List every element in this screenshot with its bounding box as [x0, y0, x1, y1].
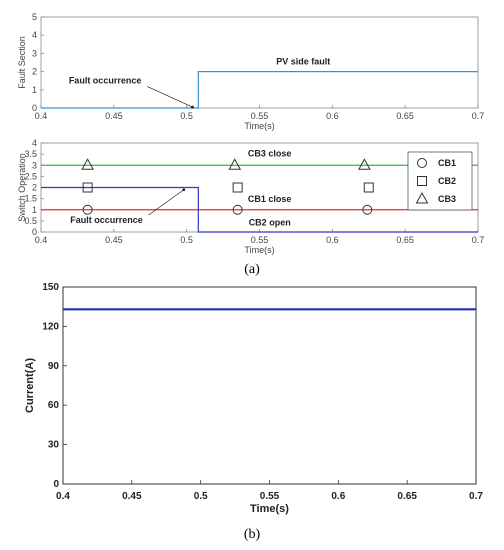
x-tick-label: 0.5 [194, 491, 208, 502]
y-axis-label: Current(A) [24, 358, 36, 413]
y-axis-label: Switch Operation [17, 153, 27, 222]
marker-cb1 [232, 204, 243, 215]
marker-cb3 [81, 158, 94, 170]
y-axis-label: Fault Section [17, 36, 27, 89]
x-tick-label: 0.65 [397, 491, 417, 502]
x-tick-label: 0.6 [331, 491, 345, 502]
series-line-0 [41, 70, 478, 109]
x-tick-label: 0.7 [469, 491, 483, 502]
x-tick-label: 0.45 [105, 235, 123, 245]
x-axis-label: Time(s) [244, 121, 274, 131]
y-tick-label: 0 [32, 103, 37, 113]
marker-cb2 [82, 182, 93, 193]
x-tick-label: 0.4 [56, 491, 70, 502]
x-tick-label: 0.6 [326, 111, 339, 121]
x-tick-label: 0.55 [251, 235, 269, 245]
legend-label-cb2: CB2 [438, 176, 456, 186]
y-tick-label: 3.5 [24, 149, 37, 159]
caption-b: (b) [244, 527, 261, 542]
y-tick-label: 4 [32, 30, 37, 40]
y-tick-label: 0.5 [24, 216, 37, 226]
y-tick-label: 90 [48, 361, 60, 372]
x-tick-label: 0.65 [396, 111, 414, 121]
annotation: Fault occurrence [69, 75, 142, 85]
annotation: CB3 close [248, 148, 292, 158]
annotation-arrow [146, 86, 193, 108]
x-tick-label: 0.45 [122, 491, 142, 502]
y-tick-label: 60 [48, 400, 60, 411]
y-tick-label: 0 [53, 479, 59, 490]
switch-operation-plot: 0.4 0.45 0.5 0.55 0.6 0.65 0.700.511.522.533.5… [17, 138, 484, 255]
y-tick-label: 1 [32, 85, 37, 95]
y-tick-label: 0 [32, 227, 37, 237]
x-axis-label: Time(s) [244, 245, 274, 255]
legend-label-cb1: CB1 [438, 158, 456, 168]
y-tick-label: 5 [32, 12, 37, 22]
x-tick-label: 0.45 [105, 111, 123, 121]
y-tick-label: 4 [32, 138, 37, 148]
annotation-arrow [148, 189, 184, 216]
y-tick-label: 3 [32, 160, 37, 170]
x-tick-label: 0.65 [396, 235, 414, 245]
annotation-arrow-head [191, 105, 194, 109]
legend-marker-cb2 [417, 176, 427, 186]
x-tick-label: 0.7 [472, 111, 485, 121]
marker-cb2 [232, 182, 243, 193]
x-tick-label: 0.5 [180, 111, 193, 121]
current-plot: 0.4 0.45 0.5 0.55 0.6 0.65 0.7 0 30 60 90 120 150 Tim… [24, 282, 483, 515]
annotation: Fault occurrence [70, 215, 143, 225]
y-tick-label: 2.5 [24, 171, 37, 181]
y-tick-label: 2 [32, 183, 37, 193]
legend-box [407, 151, 473, 211]
marker-cb1 [82, 204, 93, 215]
x-tick-label: 0.4 [35, 111, 48, 121]
annotation: CB1 close [248, 194, 292, 204]
axes-frame [40, 16, 479, 109]
y-tick-label: 1 [32, 205, 37, 215]
annotation-arrow-head [182, 188, 186, 192]
annotation: CB2 open [249, 217, 291, 227]
y-tick-label: 120 [42, 321, 59, 332]
marker-cb3 [358, 158, 371, 170]
legend-marker-cb1 [417, 158, 427, 168]
y-tick-label: 30 [48, 440, 60, 451]
marker-cb3 [228, 158, 242, 170]
x-tick-label: 0.55 [251, 111, 269, 121]
fault-section-plot: 0.4 0.45 0.5 0.55 0.6 0.65 0.7 0 1 2 3 4 5 Time(s) Fau… [17, 12, 484, 131]
y-tick-label: 1.5 [24, 194, 37, 204]
x-tick-label: 0.6 [326, 235, 339, 245]
y-tick-label: 2 [32, 67, 37, 77]
legend-marker-cb3 [415, 191, 429, 204]
axes-frame [62, 286, 477, 485]
annotation: PV side fault [276, 56, 330, 66]
x-tick-label: 0.4 [35, 235, 48, 245]
y-tick-label: 150 [42, 282, 59, 293]
y-tick-label: 3 [32, 48, 37, 58]
x-tick-label: 0.5 [180, 235, 193, 245]
x-tick-label: 0.55 [260, 491, 280, 502]
x-tick-label: 0.7 [472, 235, 485, 245]
marker-cb1 [362, 204, 373, 215]
x-axis-label: Time(s) [250, 503, 289, 515]
series-line-cb2 [41, 186, 478, 233]
caption-a: (a) [244, 262, 260, 277]
legend-label-cb3: CB3 [438, 194, 456, 204]
marker-cb2 [363, 182, 374, 193]
